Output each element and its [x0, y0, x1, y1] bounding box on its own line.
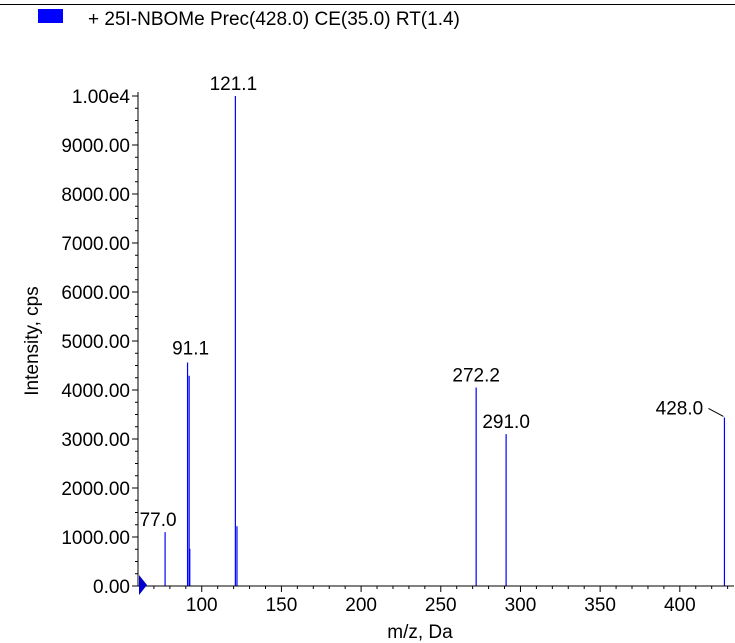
peak-label: 121.1 [210, 74, 258, 95]
x-tick-label: 300 [505, 595, 537, 616]
top-border-line [0, 4, 735, 5]
peak-label-leader [708, 407, 724, 417]
y-tick-label: 5000.00 [61, 332, 130, 353]
y-tick-label: 2000.00 [61, 479, 130, 500]
x-tick-label: 150 [266, 595, 298, 616]
x-tick-label: 350 [584, 595, 616, 616]
peak-labels: 77.0 91.1 121.1 272.2 291.0 428.0 [140, 74, 724, 531]
peak-label: 77.0 [140, 510, 177, 531]
y-tick-label: 7000.00 [61, 234, 130, 255]
y-tick-label: 4000.00 [61, 381, 130, 402]
legend-color-swatch [38, 9, 63, 23]
peak-bars [164, 96, 726, 586]
y-tick-label: 8000.00 [61, 185, 130, 206]
legend-label: + 25I-NBOMe Prec(428.0) CE(35.0) RT(1.4) [88, 9, 460, 30]
y-tick-label: 0.00 [93, 577, 130, 598]
y-tick-label: 6000.00 [61, 283, 130, 304]
peak-label: 291.0 [482, 412, 530, 433]
peak-label: 272.2 [452, 366, 500, 387]
peak-label: 428.0 [656, 398, 704, 419]
y-tick-label: 1.00e4 [72, 87, 131, 108]
y-axis-title: Intensity, cps [22, 286, 43, 395]
x-tick-label: 250 [425, 595, 457, 616]
x-tick-label: 100 [186, 595, 218, 616]
x-tick-label: 200 [345, 595, 377, 616]
x-axis-title: m/z, Da [387, 622, 453, 643]
y-tick-label: 1000.00 [61, 528, 130, 549]
axis-origin-marker [139, 575, 147, 595]
x-axis-ticks: 100 150 200 250 300 350 400 [153, 586, 729, 616]
peak-label: 91.1 [172, 339, 209, 360]
y-tick-label: 3000.00 [61, 430, 130, 451]
x-tick-label: 400 [664, 595, 696, 616]
y-axis-ticks: 0.00 1000.00 2000.00 3000.00 4000.00 5000.00 6… [61, 87, 138, 598]
y-tick-label: 9000.00 [61, 136, 130, 157]
